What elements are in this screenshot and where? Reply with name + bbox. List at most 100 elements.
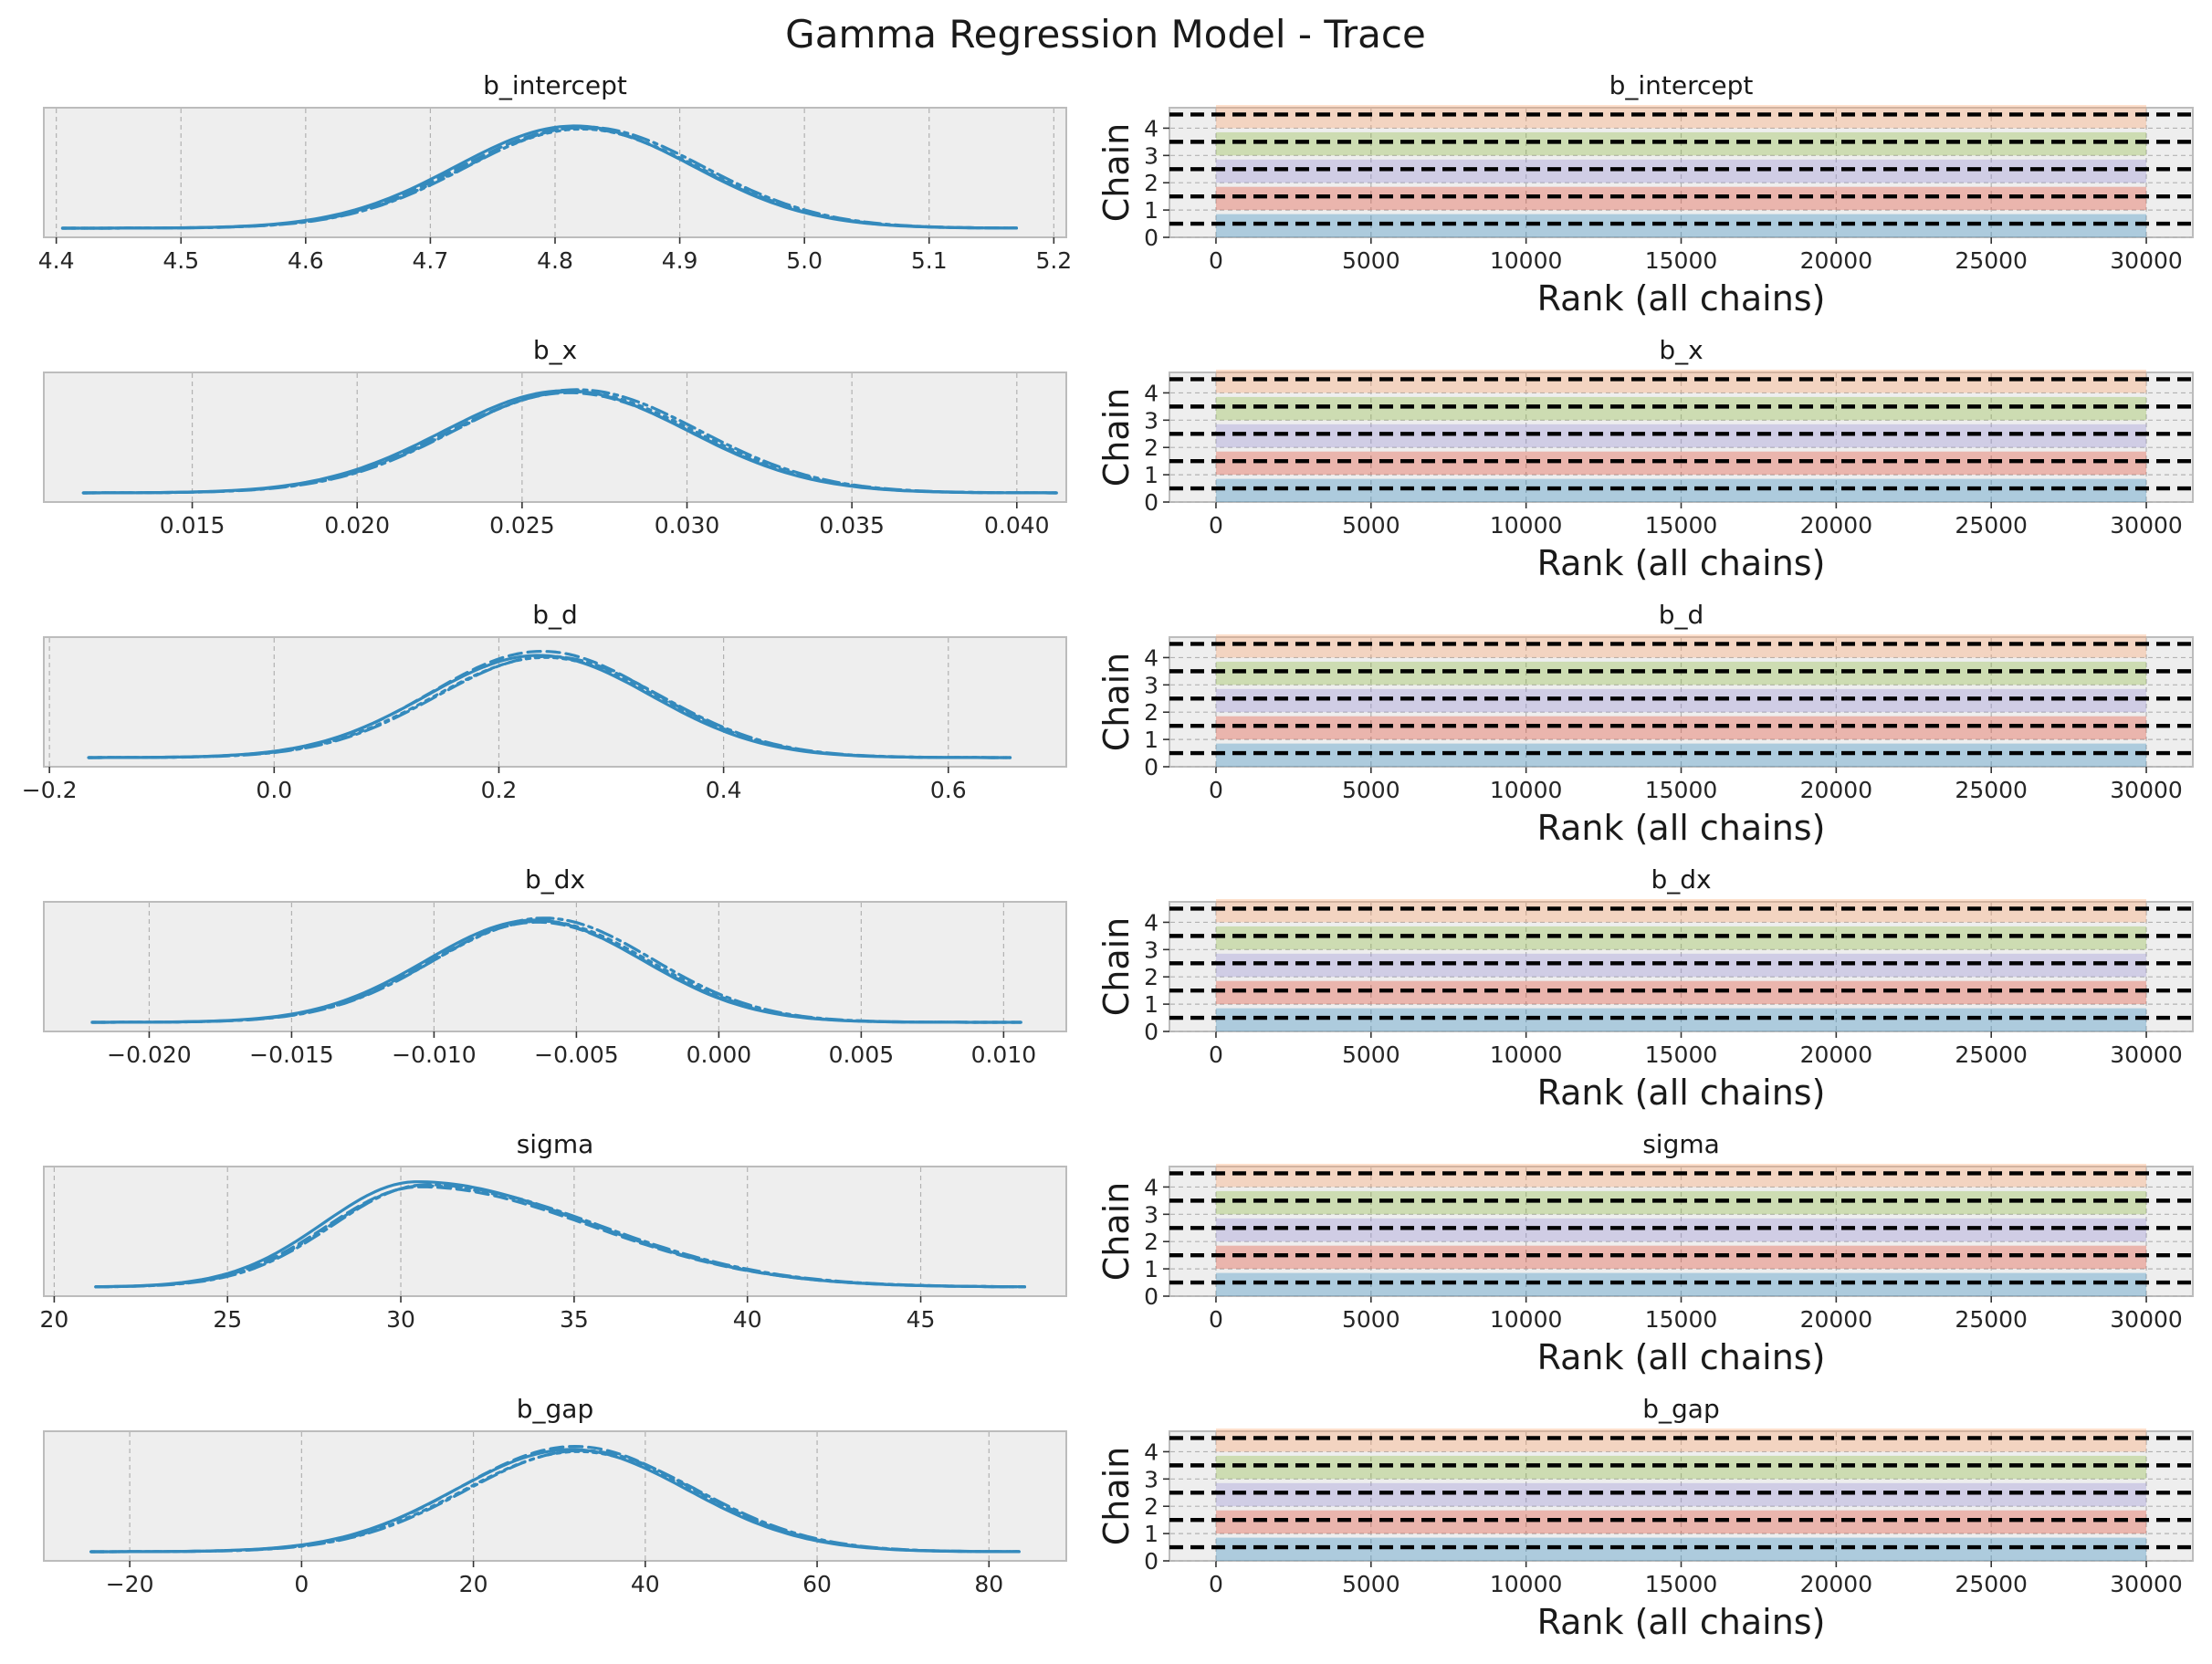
x-tick-label: 0 (1209, 1041, 1223, 1068)
panel-b_dx-posterior: b_dx −0.020 −0.015 −0.010 −0.005 0.000 0.005 0.… (43, 864, 1067, 1068)
y-tick-label: 2 (1144, 1229, 1158, 1255)
panel-title: b_d (1659, 600, 1704, 630)
rank-bar-chain-0 (1215, 1537, 2147, 1561)
x-tick-label: 20000 (1800, 1306, 1873, 1333)
x-tick-label: 4.4 (38, 247, 75, 274)
y-tick-label: 0 (1144, 1548, 1158, 1575)
y-tick-label: 0 (1144, 225, 1158, 251)
y-tick-label: 3 (1144, 672, 1158, 698)
y-axis-label: Chain (1096, 1447, 1137, 1546)
panel-title: b_d (532, 600, 578, 630)
rank-bar-chain-1 (1215, 451, 2147, 476)
rank-bar-chain-4 (1215, 1164, 2147, 1188)
x-tick-label: 0.4 (706, 777, 742, 803)
y-axis-label: Chain (1096, 123, 1137, 223)
y-tick-label: 4 (1144, 1439, 1158, 1465)
y-tick-label: 4 (1144, 644, 1158, 671)
x-tick-label: 30 (386, 1306, 415, 1333)
x-tick-label: −20 (106, 1571, 154, 1597)
y-tick-label: 1 (1144, 197, 1158, 224)
x-tick-label: 0 (294, 1571, 309, 1597)
x-tick-label: 35 (560, 1306, 589, 1333)
rank-bar-chain-3 (1215, 661, 2147, 685)
x-tick-label: 30000 (2110, 247, 2183, 274)
x-tick-label: 15000 (1645, 1306, 1718, 1333)
panel-b_intercept-rank: b_intercept 0 5000 10000 15000 20000 25000 3000… (1096, 70, 2194, 319)
x-tick-label: 20 (459, 1571, 488, 1597)
x-tick-label: 0.010 (971, 1041, 1037, 1068)
x-tick-label: 4.8 (537, 247, 573, 274)
panel-b_d-rank: b_d0 5000 10000 15000 20000 25000 3000001234Ra… (1096, 600, 2194, 848)
y-tick-label: 2 (1144, 964, 1158, 990)
y-tick-label: 0 (1144, 1019, 1158, 1045)
x-tick-label: 30000 (2110, 512, 2183, 539)
x-tick-label: 20000 (1800, 1571, 1873, 1597)
y-tick-label: 4 (1144, 1174, 1158, 1200)
panel-title: b_gap (517, 1394, 593, 1424)
x-tick-label: 0.030 (655, 512, 720, 539)
rank-bar-chain-4 (1215, 370, 2147, 393)
y-tick-label: 1 (1144, 462, 1158, 488)
kde-line-chain-3 (87, 654, 1012, 759)
panel-title: b_gap (1642, 1394, 1719, 1424)
rank-bar-chain-2 (1215, 688, 2147, 713)
kde-line-chain-2 (81, 390, 1058, 495)
x-tick-label: 20000 (1800, 247, 1873, 274)
rank-bar-chain-4 (1215, 634, 2147, 658)
rank-bar-chain-3 (1215, 1455, 2147, 1480)
figure-title: Gamma Regression Model - Trace (785, 12, 1426, 57)
x-tick-label: −0.020 (107, 1041, 192, 1068)
x-tick-label: 15000 (1645, 512, 1718, 539)
rank-bar-chain-3 (1215, 1190, 2147, 1215)
y-tick-label: 1 (1144, 1256, 1158, 1282)
x-tick-label: 25000 (1955, 1041, 2028, 1068)
panel-b_x-posterior: b_x 0.015 0.020 0.025 0.030 0.035 0.040 (43, 335, 1067, 539)
y-tick-label: 0 (1144, 489, 1158, 516)
x-tick-label: 25000 (1955, 512, 2028, 539)
y-tick-label: 0 (1144, 754, 1158, 780)
y-tick-label: 2 (1144, 170, 1158, 196)
panel-b_intercept-posterior: b_intercept 4.4 4.5 4.6 4.7 4.8 4.9 5.0 5.1 5.2 (38, 70, 1072, 274)
panel-title: b_dx (525, 864, 585, 895)
x-tick-label: 4.6 (288, 247, 324, 274)
x-tick-label: 0 (1209, 1306, 1223, 1333)
x-tick-label: 40 (733, 1306, 762, 1333)
x-tick-label: 0.0 (256, 777, 292, 803)
y-tick-label: 2 (1144, 699, 1158, 726)
x-tick-label: 5000 (1342, 1306, 1400, 1333)
x-tick-label: 15000 (1645, 777, 1718, 803)
rank-bar-chain-1 (1215, 1510, 2147, 1534)
y-tick-label: 1 (1144, 727, 1158, 753)
x-tick-label: 10000 (1490, 1041, 1563, 1068)
y-tick-label: 2 (1144, 1493, 1158, 1520)
kde-line-chain-3 (60, 125, 1019, 230)
x-tick-label: 15000 (1645, 1041, 1718, 1068)
kde-line-chain-3 (94, 1183, 1027, 1289)
x-tick-label: −0.005 (534, 1041, 619, 1068)
x-axis-label: Rank (all chains) (1537, 1337, 1826, 1377)
panel-title: b_intercept (483, 70, 627, 100)
x-tick-label: −0.2 (22, 777, 78, 803)
panel-sigma-posterior: sigma 20 25 30 35 40 45 (39, 1129, 1067, 1333)
x-tick-label: 30000 (2110, 777, 2183, 803)
rank-bar-chain-0 (1215, 214, 2147, 237)
y-tick-label: 4 (1144, 909, 1158, 936)
panel-title: b_x (1659, 335, 1703, 365)
x-tick-label: 4.9 (662, 247, 698, 274)
y-axis-label: Chain (1096, 1182, 1137, 1282)
x-axis-label: Rank (all chains) (1537, 278, 1826, 319)
x-tick-label: 5.0 (786, 247, 823, 274)
y-tick-label: 3 (1144, 1466, 1158, 1492)
x-tick-label: 0 (1209, 777, 1223, 803)
x-tick-label: 5000 (1342, 777, 1400, 803)
rank-bar-chain-0 (1215, 478, 2147, 502)
kde-line-chain-3 (81, 388, 1058, 495)
x-tick-label: 0.040 (984, 512, 1050, 539)
rank-bar-chain-2 (1215, 159, 2147, 183)
panel-title: sigma (1642, 1129, 1720, 1159)
y-tick-label: 3 (1144, 142, 1158, 169)
x-tick-label: 25000 (1955, 1571, 2028, 1597)
